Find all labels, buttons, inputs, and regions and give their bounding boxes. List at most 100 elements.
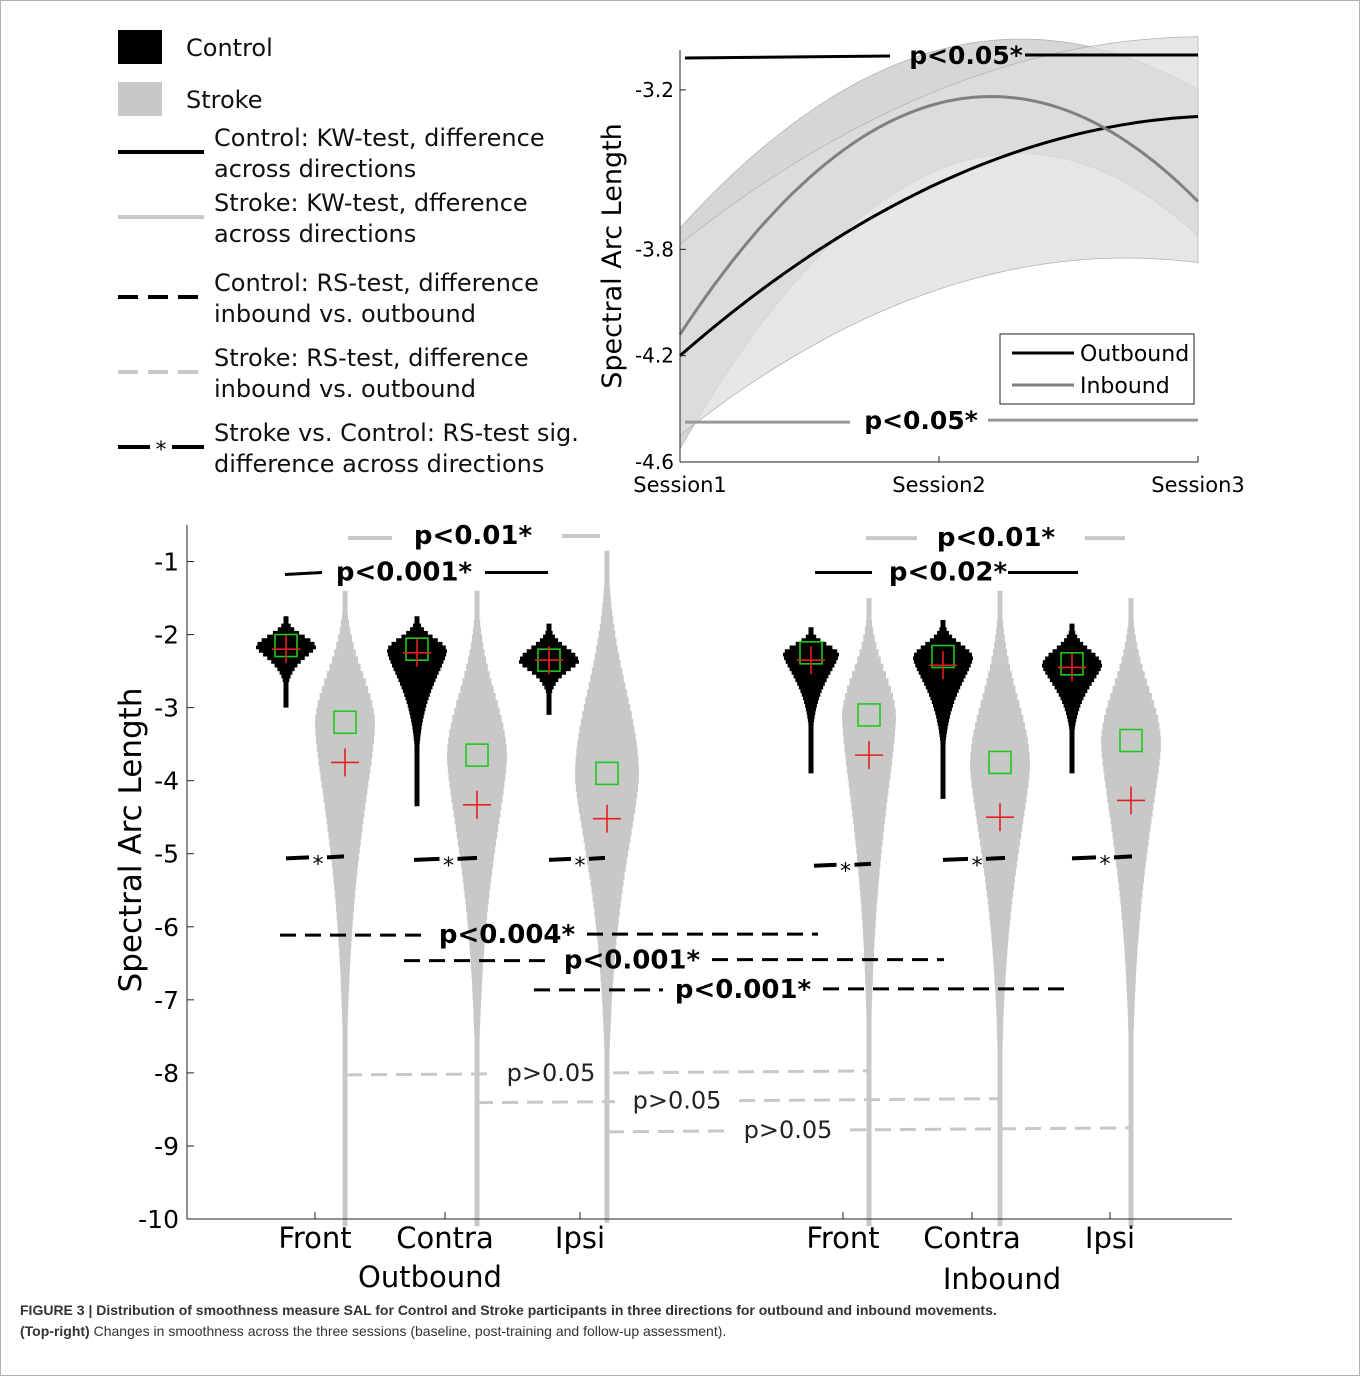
caption-text: Changes in smoothness across the three s… — [89, 1323, 727, 1339]
bottom-xtick-label: Contra — [396, 1221, 493, 1255]
figure-caption: FIGURE 3 | Distribution of smoothness me… — [20, 1300, 1340, 1342]
legend-label-1: Stroke — [186, 86, 262, 114]
sig-label-inbound: p<0.05* — [864, 406, 978, 435]
sc-line-left-1 — [413, 856, 440, 862]
top-ytick-label: -4.2 — [635, 344, 674, 368]
sc-line-left-4 — [942, 856, 969, 862]
sc-star-1: * — [443, 854, 454, 879]
sc-line-right-0 — [326, 854, 345, 860]
caption-panel-label: (Top-right) — [20, 1323, 90, 1339]
sig-line-outbound-left — [684, 54, 891, 60]
sc-line-right-5 — [1113, 854, 1133, 860]
stroke-median-4 — [988, 750, 1012, 775]
top-y-axis-label: Spectral Arc Length — [597, 123, 628, 389]
bottom-xtick-label: Ipsi — [555, 1221, 605, 1255]
control-violin-5 — [1042, 623, 1102, 774]
bottom-ytick-label: -2 — [154, 621, 179, 650]
stroke-violin-3 — [842, 598, 896, 1227]
bottom-y-axis-label: Spectral Arc Length — [113, 688, 149, 993]
control-violin-3 — [783, 627, 839, 774]
bottom-ytick-label: -9 — [154, 1132, 179, 1161]
bottom-ytick-label: -4 — [154, 767, 179, 796]
sc-line-right-1 — [457, 855, 478, 861]
group-label-inbound: Inbound — [943, 1262, 1061, 1290]
legend: Control Stroke Control: KW-test, differenc… — [118, 30, 579, 478]
legend-label-2-a: Control: KW-test, difference — [214, 124, 545, 152]
stroke-median-2 — [595, 761, 619, 786]
sig-label-outbound: p<0.05* — [909, 41, 1023, 70]
legend-label-2-b: across directions — [214, 155, 416, 183]
top-ytick-label: -4.6 — [635, 450, 674, 474]
bottom-ytick-label: -7 — [154, 986, 179, 1015]
bottom-ytick-label: -3 — [154, 694, 179, 723]
sc-line-right-4 — [985, 855, 1006, 861]
bottom-xtick-label: Ipsi — [1085, 1221, 1135, 1255]
bottom-ytick-label: -5 — [154, 840, 179, 869]
stroke-violin-0 — [315, 590, 375, 1227]
group-label-outbound: Outbound — [358, 1260, 502, 1290]
stroke-violin-4 — [970, 590, 1030, 1227]
sc-star-2: * — [575, 854, 586, 879]
stroke-violin-1 — [447, 590, 507, 1227]
sc-line-right-2 — [588, 855, 606, 861]
bottom-xtick-label: Contra — [923, 1221, 1020, 1255]
stroke-median-5 — [1119, 728, 1143, 753]
stroke-violin-5 — [1101, 598, 1161, 1227]
bottom-ytick-label: -10 — [138, 1205, 179, 1234]
stroke-median-1 — [465, 743, 489, 767]
top-xtick-label: Session1 — [633, 473, 727, 497]
sc-line-right-3 — [854, 861, 872, 867]
kw-control-out-left — [284, 570, 323, 576]
legend-label-5-a: Stroke: RS-test, difference — [214, 344, 529, 372]
rs-stroke-right-1 — [738, 1097, 1002, 1103]
legend-patch-0 — [118, 30, 162, 64]
figure: Control Stroke Control: KW-test, differenc… — [113, 30, 1245, 1290]
bottom-ytick-label: -1 — [154, 548, 179, 577]
rs-control-label-1: p<0.001* — [564, 946, 701, 976]
kw-control-out-label: p<0.001* — [336, 557, 473, 587]
caption-title: FIGURE 3 | Distribution of smoothness me… — [20, 1302, 997, 1318]
bottom-ytick-label: -8 — [154, 1059, 179, 1088]
sc-line-left-3 — [813, 862, 837, 868]
top-ytick-label: -3.2 — [635, 78, 674, 102]
rs-control-label-0: p<0.004* — [439, 920, 576, 950]
sc-line-left-0 — [285, 855, 310, 861]
rs-stroke-left-2 — [607, 1129, 727, 1134]
rs-stroke-right-2 — [849, 1126, 1133, 1132]
top-xtick-label: Session2 — [892, 473, 986, 497]
stroke-median-0 — [333, 710, 357, 735]
legend-patch-1 — [118, 82, 162, 116]
top-ytick-label: -3.8 — [635, 237, 674, 261]
violin-chart: -1 -2 -3 -4 -5 -6 -7 -8 -9 -10 Front Contra Ipsi Fron… — [113, 521, 1232, 1290]
legend-label-4-a: Control: RS-test, difference — [214, 269, 539, 297]
rs-stroke-left-1 — [476, 1100, 616, 1105]
stroke-violin-2 — [575, 550, 639, 1223]
stroke-median-3 — [857, 703, 881, 727]
legend-label-3-a: Stroke: KW-test, dfference — [214, 189, 528, 217]
control-violin-1 — [387, 616, 447, 807]
legend-label-6-a: Stroke vs. Control: RS-test sig. — [214, 419, 579, 447]
sc-star-3: * — [840, 860, 851, 885]
rs-stroke-label-1: p>0.05 — [633, 1087, 722, 1115]
sc-star-0: * — [313, 852, 324, 877]
top-xtick-label: Session3 — [1151, 473, 1245, 497]
sc-star-4: * — [972, 854, 983, 879]
bottom-xtick-label: Front — [806, 1221, 879, 1255]
bottom-xtick-label: Front — [278, 1221, 351, 1255]
rs-control-label-2: p<0.001* — [675, 975, 812, 1005]
legend-star-6: * — [156, 438, 167, 463]
control-violin-4 — [913, 620, 973, 799]
legend-label-6-b: difference across directions — [214, 450, 544, 478]
line-outbound — [679, 115, 1199, 357]
bottom-ytick-label: -6 — [154, 913, 179, 942]
kw-stroke-out-label: p<0.01* — [414, 521, 533, 551]
sc-star-5: * — [1100, 852, 1111, 877]
top-legend-label-inbound: Inbound — [1080, 374, 1170, 399]
legend-label-0: Control — [186, 34, 273, 62]
sc-line-left-2 — [548, 856, 572, 862]
kw-stroke-in-label: p<0.01* — [937, 523, 1056, 553]
line-inbound — [678, 94, 1200, 336]
top-legend-label-outbound: Outbound — [1080, 342, 1189, 367]
legend-label-3-b: across directions — [214, 220, 416, 248]
